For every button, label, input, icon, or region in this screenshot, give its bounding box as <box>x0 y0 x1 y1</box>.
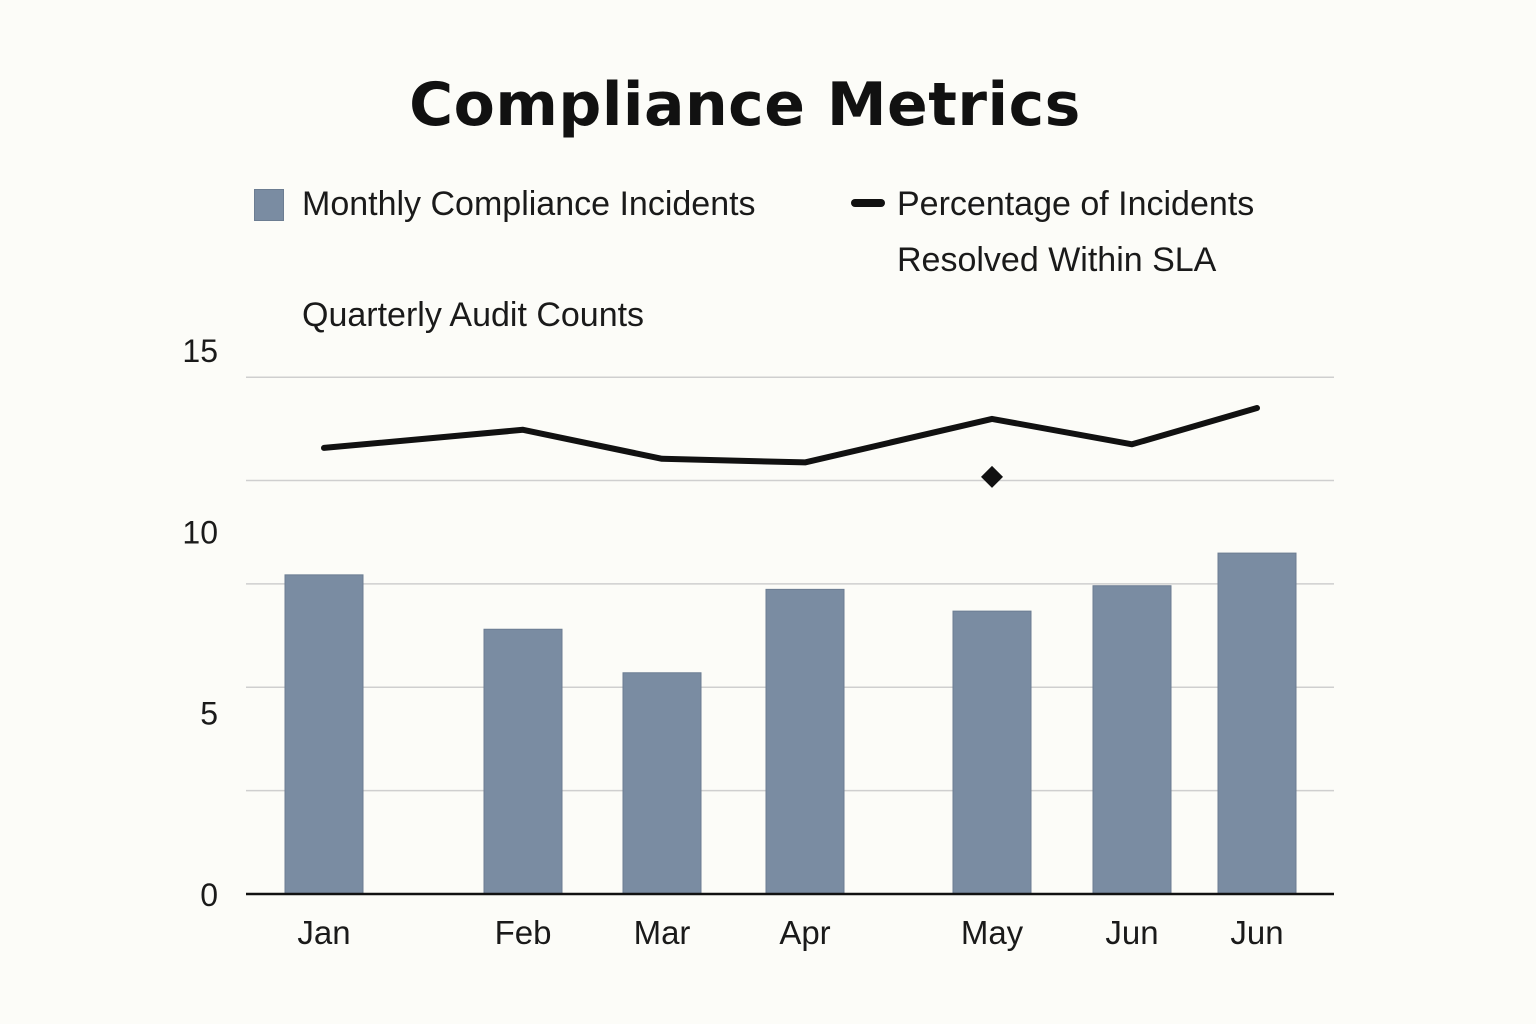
bar-5 <box>1092 585 1172 895</box>
sla-line <box>321 405 1260 466</box>
chart-title: Compliance Metrics <box>409 70 1081 140</box>
bar-4 <box>952 610 1032 895</box>
legend-label-sla-line2: Resolved Within SLA <box>897 241 1217 279</box>
bar-3 <box>765 588 845 895</box>
legend-label-audits: Quarterly Audit Counts <box>302 296 645 334</box>
line-layer <box>321 405 1260 466</box>
bar-1 <box>483 628 563 895</box>
label-layer: 15 10 5 0 Jan Feb Mar Apr May Jun Jun <box>182 333 1283 951</box>
legend-swatch-line <box>851 199 885 207</box>
audit-marker-0 <box>981 465 1003 488</box>
bar-layer <box>284 552 1297 895</box>
legend-label-sla-line1: Percentage of Incidents <box>897 185 1255 223</box>
legend-swatch-bar <box>254 189 284 221</box>
x-tick-label-2: Mar <box>634 914 691 951</box>
bar-2 <box>622 672 702 895</box>
legend-label-sla: Percentage of Incidents Resolved Within … <box>897 176 1317 288</box>
x-tick-label-5: Jun <box>1105 914 1158 951</box>
legend-label-incidents: Monthly Compliance Incidents <box>302 185 756 223</box>
marker-layer <box>981 465 1003 488</box>
y-tick-label-3: 0 <box>200 877 218 913</box>
bar-0 <box>284 574 364 895</box>
x-tick-label-3: Apr <box>779 914 830 951</box>
bar-6 <box>1217 552 1297 895</box>
y-tick-label-1: 10 <box>182 514 218 550</box>
y-tick-label-0: 15 <box>182 333 218 369</box>
x-tick-label-4: May <box>961 914 1024 951</box>
x-tick-label-6: Jun <box>1230 914 1283 951</box>
x-tick-label-1: Feb <box>495 914 552 951</box>
y-tick-label-2: 5 <box>200 696 218 732</box>
x-tick-label-0: Jan <box>297 914 350 951</box>
